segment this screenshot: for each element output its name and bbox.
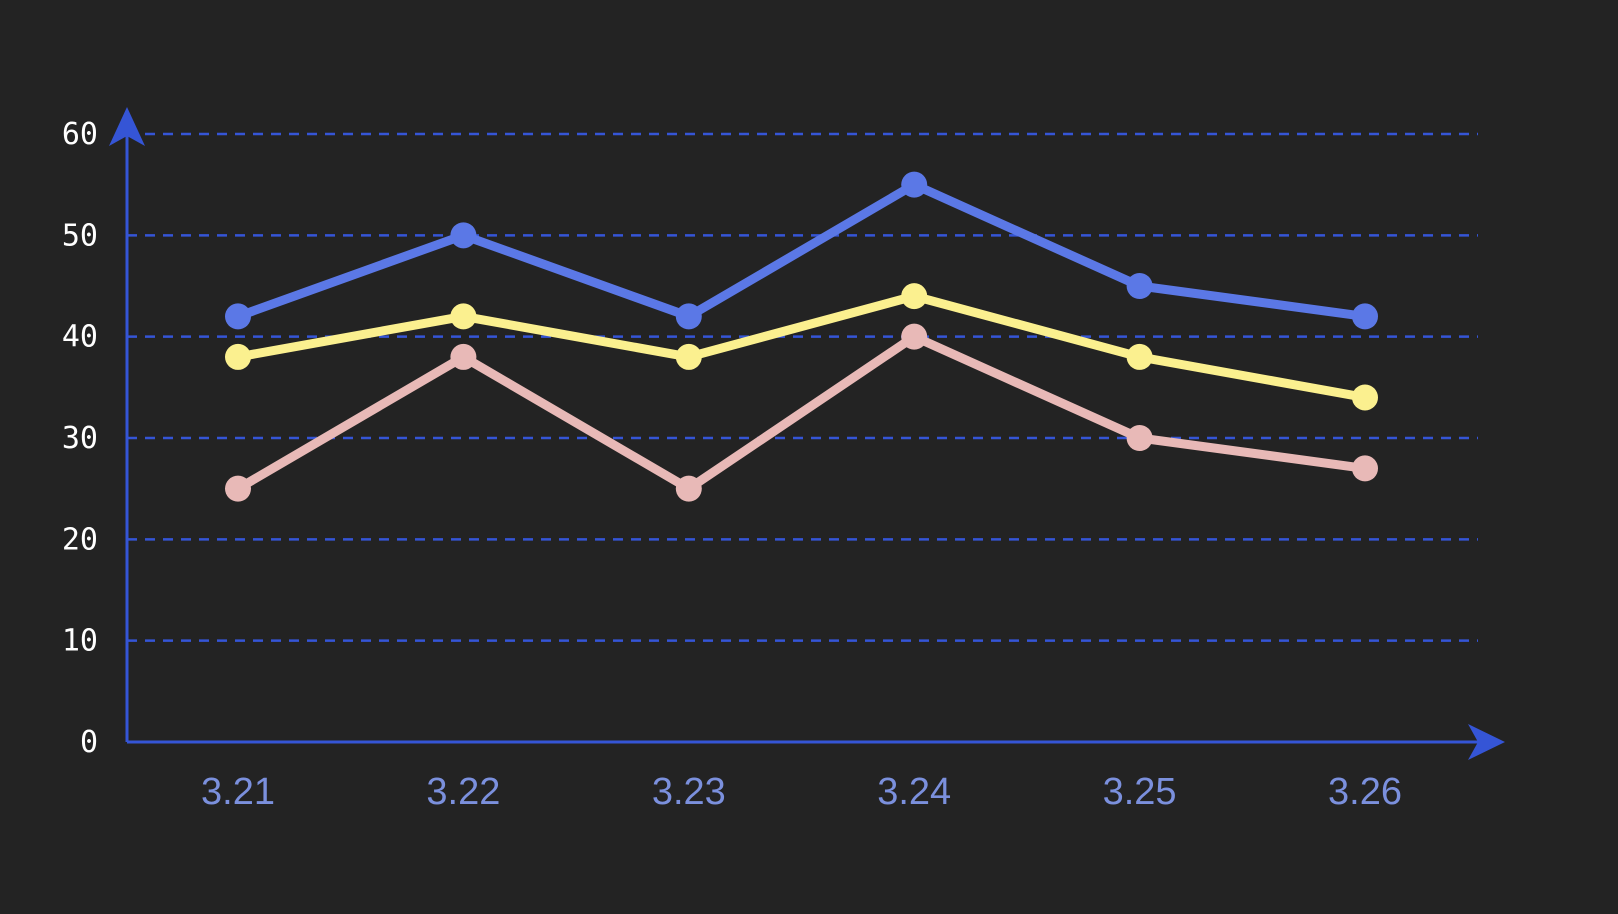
- y-tick-label: 10: [62, 624, 98, 659]
- x-tick-label: 3.23: [652, 771, 726, 813]
- x-tick-label: 3.21: [201, 771, 275, 813]
- data-point[interactable]: [225, 475, 251, 502]
- data-point[interactable]: [675, 475, 702, 502]
- y-tick-label: 60: [62, 117, 98, 152]
- series-2: [225, 323, 1378, 502]
- data-point[interactable]: [901, 323, 928, 350]
- data-point[interactable]: [1352, 384, 1378, 411]
- y-tick-label: 0: [80, 725, 98, 760]
- data-point[interactable]: [1352, 303, 1378, 330]
- y-tick-label: 50: [62, 218, 98, 253]
- series-line: [233, 291, 1370, 402]
- data-point[interactable]: [675, 303, 702, 330]
- gridlines: [127, 132, 1478, 642]
- x-tick-label: 3.22: [426, 771, 500, 813]
- series-line: [233, 180, 1370, 321]
- x-tick-label: 3.26: [1328, 771, 1402, 813]
- data-point[interactable]: [1352, 455, 1378, 482]
- data-point[interactable]: [225, 303, 251, 330]
- data-point[interactable]: [225, 343, 251, 370]
- series-line: [233, 332, 1370, 494]
- series-1: [225, 283, 1378, 411]
- data-point[interactable]: [1126, 273, 1153, 299]
- y-axis-arrow-icon: [109, 107, 145, 146]
- y-tick-label: 40: [62, 320, 98, 355]
- data-point[interactable]: [1126, 343, 1153, 370]
- x-axis-ticks: 3.21 3.22 3.23 3.24 3.25 3.26: [201, 771, 1402, 813]
- axes: [109, 107, 1505, 760]
- y-tick-label: 20: [62, 522, 98, 557]
- series-0: [225, 171, 1378, 330]
- y-tick-label: 30: [62, 421, 98, 456]
- data-point[interactable]: [675, 343, 702, 370]
- x-axis-arrow-icon: [1468, 724, 1505, 760]
- x-tick-label: 3.25: [1103, 771, 1177, 813]
- data-point[interactable]: [901, 171, 928, 198]
- data-point[interactable]: [1126, 425, 1153, 451]
- data-point[interactable]: [901, 283, 928, 310]
- data-point[interactable]: [450, 343, 477, 370]
- series-lines: [225, 171, 1378, 502]
- y-axis-ticks: 0 10 20 30 40 50 60: [62, 117, 98, 760]
- x-tick-label: 3.24: [877, 771, 951, 813]
- data-point[interactable]: [450, 222, 477, 249]
- data-point[interactable]: [450, 303, 477, 330]
